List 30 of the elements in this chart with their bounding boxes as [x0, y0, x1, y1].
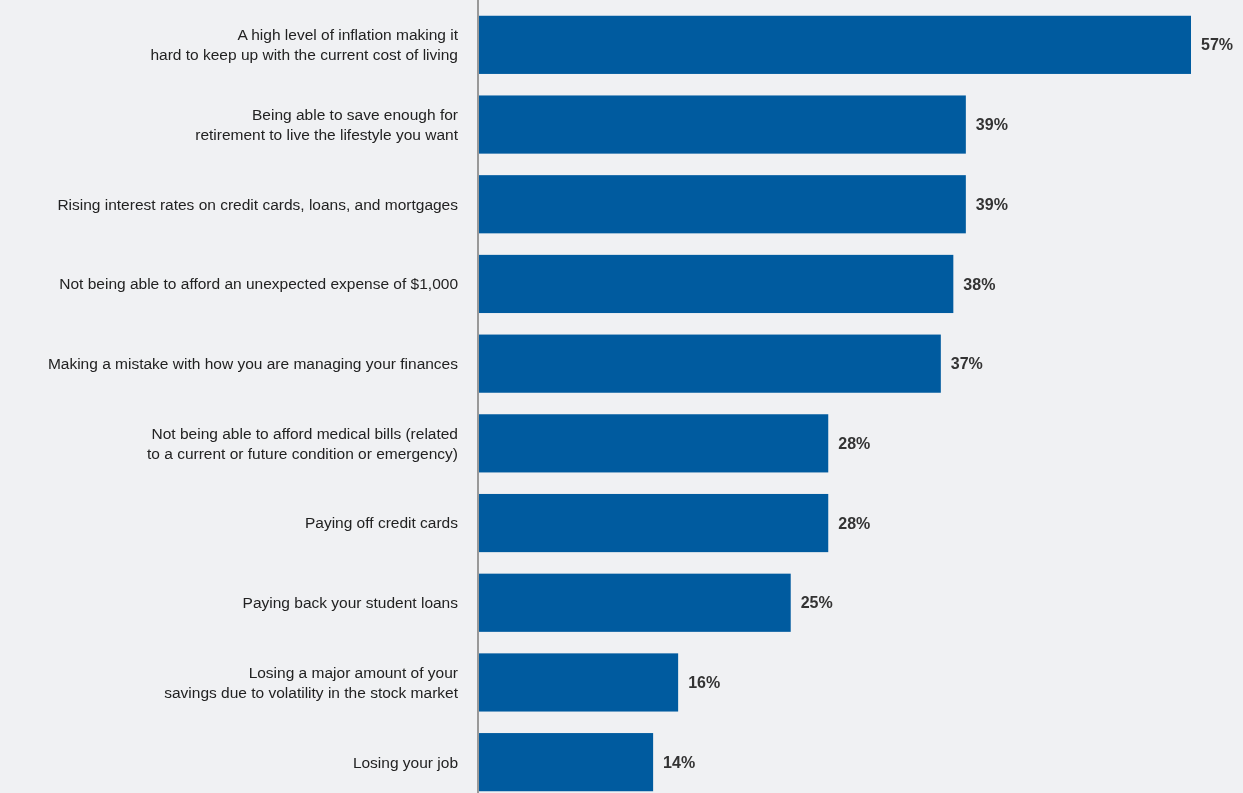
bar: [478, 95, 966, 154]
data-label: 39%: [975, 116, 1008, 134]
data-label: 14%: [663, 753, 696, 771]
y-tick-label: Making a mistake with how you are managing your finances: [47, 355, 459, 373]
bar: [478, 15, 1191, 74]
bar: [478, 414, 829, 473]
y-tick-label: Not being able to afford an unexpected expense of $1,000: [59, 275, 459, 293]
bar: [478, 334, 941, 393]
bar: [478, 493, 829, 553]
data-label: 28%: [838, 514, 871, 532]
y-tick-label: Losing your job: [352, 753, 458, 771]
y-tick-label: A high level of inflation making it hard to keep up with the current cost of living: [150, 26, 459, 64]
data-label: 25%: [800, 594, 833, 612]
data-label: 16%: [688, 674, 721, 692]
data-label: 39%: [975, 195, 1008, 213]
data-label: 37%: [950, 355, 983, 373]
y-tick-label: Paying back your student loans: [242, 594, 459, 612]
bar: [478, 733, 654, 792]
data-label: 38%: [963, 275, 996, 293]
data-label: 57%: [1201, 36, 1234, 54]
y-tick-label: Being able to save enough for retirement to live the lifestyle you want: [195, 105, 459, 143]
bar: [478, 573, 791, 632]
y-tick-label: Paying off credit cards: [304, 514, 459, 532]
bar: [478, 175, 966, 234]
data-label: 28%: [838, 434, 871, 452]
y-tick-label: Losing a major amount of your savings due to volatility in the stock market: [164, 663, 459, 701]
bar: [478, 653, 679, 712]
bar: [478, 254, 954, 314]
y-tick-label: Not being able to afford medical bills (related to a current or future condition or emergency): [146, 424, 458, 462]
y-tick-label: Rising interest rates on credit cards, loans, and mortgages: [57, 195, 459, 213]
